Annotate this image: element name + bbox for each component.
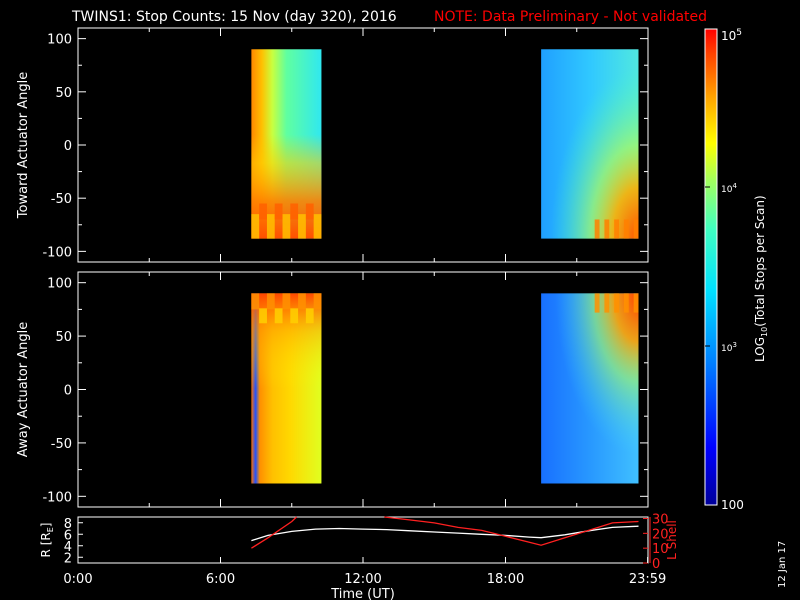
away-heatmap-bin: [298, 293, 306, 310]
lshell-line-1: [251, 516, 297, 549]
orbit-y2tick-label: 20: [652, 527, 669, 542]
toward-ylabel: Toward Actuator Angle: [16, 72, 31, 219]
radius-line: [251, 525, 639, 542]
away-ytick-label: 50: [55, 330, 72, 345]
colorbar-label: LOG10(Total Stops per Scan): [753, 195, 769, 362]
away-heatmap-bin: [313, 293, 322, 310]
away-angle-panel: 100 50 0 -50 -100 Away Actuator Angle: [16, 271, 649, 508]
toward-heatmap-bin: [251, 214, 260, 239]
orbit-xtick-label: 18:00: [487, 572, 524, 587]
colorbar-tick-max: 105: [721, 28, 742, 43]
away-heatmap-overlay-2: [541, 293, 639, 484]
toward-ytick-label: -100: [42, 245, 72, 260]
away-ytick-label: 0: [64, 384, 72, 399]
away-heatmap-overlay-1: [251, 293, 322, 484]
orbit-ytick-label: 2: [64, 551, 72, 566]
orbit-ylabel: R [RE]: [39, 523, 55, 558]
toward-ytick-label: 100: [47, 33, 72, 48]
toward-heatmap-bin: [298, 214, 306, 239]
orbit-y2tick-label: 10: [652, 542, 669, 557]
away-heatmap-bin: [604, 293, 610, 313]
away-heatmap-bin: [633, 293, 639, 313]
orbit-y2tick-label: 0: [652, 557, 660, 572]
toward-heatmap-bin: [313, 214, 322, 239]
toward-heatmap-bin: [633, 219, 639, 239]
colorbar: 105 104 103 100 LOG10(Total Stops per Sc…: [704, 28, 769, 512]
colorbar-gradient: [705, 29, 717, 505]
orbit-frame: [77, 516, 649, 564]
orbit-ytick-label: 6: [64, 528, 72, 543]
colorbar-tick-10k-label: 104: [721, 182, 737, 195]
orbit-xtick-label: 0:00: [63, 572, 92, 587]
away-ytick-label: 100: [47, 277, 72, 292]
toward-ytick-label: 50: [55, 86, 72, 101]
toward-heatmap-bin: [604, 219, 610, 239]
preliminary-note: NOTE: Data Preliminary - Not validated: [434, 9, 707, 25]
toward-ytick-label: -50: [51, 192, 72, 207]
toward-heatmap-overlay-2: [541, 49, 639, 239]
away-heatmap-bin: [305, 308, 314, 324]
toward-ytick-label: 0: [64, 139, 72, 154]
colorbar-tick-1k-label: 103: [721, 341, 737, 354]
away-ytick-label: -100: [42, 490, 72, 505]
toward-angle-panel: 100 50 0 -50 -100 Toward Actuator Angle: [16, 27, 649, 263]
away-heatmap-bin: [266, 293, 275, 310]
colorbar-frame: [704, 28, 718, 506]
away-heatmap-bin: [251, 293, 260, 310]
toward-heatmap-bin: [594, 219, 600, 239]
toward-heatmap-bin: [623, 219, 629, 239]
chart-title: TWINS1: Stop Counts: 15 Nov (day 320), 2…: [71, 9, 397, 25]
toward-heatmap-bin: [282, 214, 291, 239]
away-ytick-label: -50: [51, 437, 72, 452]
lshell-line-2: [384, 516, 639, 546]
orbit-y2label: L Shell: [665, 520, 679, 560]
toward-heatmap-bin: [290, 203, 299, 220]
away-heatmap-bin: [614, 293, 620, 313]
away-ylabel: Away Actuator Angle: [16, 322, 31, 457]
away-heatmap-bin: [623, 293, 629, 313]
away-heatmap-bin: [594, 293, 600, 313]
toward-heatmap-bin: [305, 203, 314, 220]
away-heatmap-bin: [274, 308, 283, 324]
orbit-xtick-label: 23:59: [629, 572, 666, 587]
orbit-xlabel: Time (UT): [330, 587, 395, 600]
orbit-ytick-label: 8: [64, 517, 72, 532]
away-heatmap-bin: [290, 308, 299, 324]
toward-heatmap-bin: [274, 203, 283, 220]
date-stamp: 12 Jan 17: [777, 541, 788, 588]
toward-heatmap-bin: [266, 214, 275, 239]
toward-heatmap-bin: [614, 219, 620, 239]
colorbar-tick-min: 100: [721, 498, 744, 512]
orbit-y2tick-label: 30: [652, 512, 669, 527]
away-heatmap-bin: [282, 293, 291, 310]
orbit-xtick-label: 12:00: [344, 572, 381, 587]
away-heatmap-bin: [259, 308, 267, 324]
orbit-ytick-label: 4: [64, 540, 72, 555]
orbit-xtick-label: 6:00: [206, 572, 235, 587]
toward-heatmap-bin: [259, 203, 267, 220]
